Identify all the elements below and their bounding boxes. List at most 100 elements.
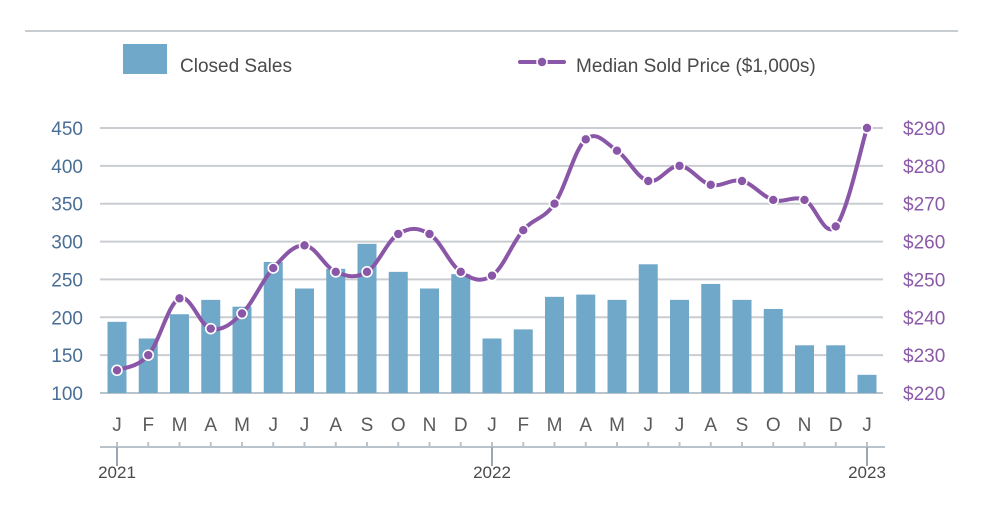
month-tick-label: J bbox=[112, 415, 122, 436]
price-point bbox=[329, 266, 342, 278]
price-point bbox=[829, 220, 842, 233]
price-point bbox=[236, 307, 248, 320]
bar bbox=[451, 274, 471, 393]
bar bbox=[263, 262, 283, 393]
right-tick-label: $270 bbox=[903, 195, 945, 216]
right-tick-label: $220 bbox=[903, 384, 945, 405]
legend: Closed Sales Median Sold Price ($1,000s) bbox=[123, 44, 816, 77]
price-point bbox=[548, 197, 561, 210]
price-point bbox=[611, 144, 623, 157]
price-point bbox=[798, 194, 811, 206]
price-point bbox=[361, 266, 373, 278]
bar bbox=[701, 283, 721, 393]
bar bbox=[826, 345, 846, 393]
price-point bbox=[704, 178, 717, 191]
price-point bbox=[517, 224, 530, 237]
legend-line-marker bbox=[536, 56, 548, 68]
bar bbox=[732, 299, 752, 393]
month-tick-label: M bbox=[609, 415, 625, 436]
left-tick-label: 400 bbox=[51, 157, 83, 178]
left-tick-label: 100 bbox=[51, 384, 83, 405]
bar bbox=[545, 296, 564, 393]
month-tick-label: N bbox=[798, 415, 812, 436]
bar bbox=[670, 299, 689, 393]
month-tick-label: A bbox=[329, 415, 342, 436]
left-axis: 100 150 200 250 300 350 400 450 bbox=[51, 119, 83, 405]
month-tick-label: A bbox=[579, 415, 592, 436]
right-tick-label: $260 bbox=[903, 233, 945, 254]
right-axis: $220 $230 $240 $250 $260 $270 $280 $290 bbox=[903, 119, 945, 405]
bar bbox=[576, 294, 596, 393]
month-tick-label: A bbox=[204, 415, 217, 436]
price-point bbox=[486, 269, 498, 282]
bar bbox=[107, 321, 127, 393]
bar bbox=[326, 268, 346, 393]
month-tick-label: F bbox=[517, 415, 529, 436]
price-point bbox=[454, 266, 467, 278]
bar bbox=[170, 314, 189, 393]
price-point bbox=[142, 349, 155, 361]
month-tick-label: J bbox=[487, 415, 497, 436]
month-tick-label: F bbox=[142, 415, 154, 436]
price-point bbox=[267, 262, 280, 274]
price-point bbox=[736, 175, 748, 187]
right-tick-label: $230 bbox=[903, 346, 945, 367]
left-tick-label: 450 bbox=[51, 119, 83, 140]
price-point bbox=[642, 175, 655, 187]
bar bbox=[607, 299, 627, 393]
month-tick-label: J bbox=[269, 415, 279, 436]
left-tick-label: 250 bbox=[51, 270, 83, 291]
price-point bbox=[673, 160, 686, 172]
month-tick-label: S bbox=[361, 415, 374, 436]
month-tick-label: J bbox=[862, 415, 872, 436]
month-tick-label: D bbox=[454, 415, 468, 436]
price-point bbox=[861, 122, 873, 134]
bar bbox=[482, 338, 502, 393]
month-tick-label: A bbox=[704, 415, 717, 436]
bar-series bbox=[107, 243, 877, 393]
price-point bbox=[423, 228, 436, 240]
month-tick-label: M bbox=[172, 415, 188, 436]
bar bbox=[232, 306, 252, 393]
year-tick-label: 2022 bbox=[473, 463, 511, 482]
month-tick-label: J bbox=[300, 415, 310, 436]
legend-line-label: Median Sold Price ($1,000s) bbox=[576, 56, 816, 77]
bar bbox=[763, 308, 783, 393]
month-tick-label: J bbox=[675, 415, 685, 436]
line-series bbox=[111, 122, 873, 377]
bar bbox=[357, 243, 377, 393]
price-point bbox=[392, 228, 405, 240]
legend-bar-swatch bbox=[123, 44, 167, 74]
year-tick-label: 2021 bbox=[98, 463, 136, 482]
bar bbox=[201, 299, 221, 393]
left-tick-label: 350 bbox=[51, 195, 83, 216]
bar bbox=[295, 288, 314, 393]
bar bbox=[638, 264, 658, 393]
bar bbox=[795, 345, 814, 393]
bar bbox=[857, 374, 877, 393]
month-tick-label: M bbox=[547, 415, 563, 436]
year-tick-label: 2023 bbox=[848, 463, 886, 482]
price-point bbox=[111, 364, 123, 377]
month-tick-label: O bbox=[766, 415, 781, 436]
price-point bbox=[173, 292, 186, 305]
month-tick-label: M bbox=[234, 415, 250, 436]
right-tick-label: $240 bbox=[903, 308, 945, 329]
bar bbox=[420, 288, 439, 393]
month-tick-label: O bbox=[391, 415, 406, 436]
bar bbox=[513, 329, 533, 393]
legend-bar-label: Closed Sales bbox=[180, 56, 292, 77]
month-tick-label: N bbox=[423, 415, 437, 436]
left-tick-label: 200 bbox=[51, 308, 83, 329]
right-tick-label: $290 bbox=[903, 119, 945, 140]
price-point bbox=[579, 133, 592, 146]
month-tick-label: D bbox=[829, 415, 843, 436]
price-point bbox=[767, 194, 780, 206]
left-tick-label: 150 bbox=[51, 346, 83, 367]
price-line bbox=[116, 127, 869, 373]
right-tick-label: $250 bbox=[903, 270, 945, 291]
month-tick-label: J bbox=[644, 415, 654, 436]
